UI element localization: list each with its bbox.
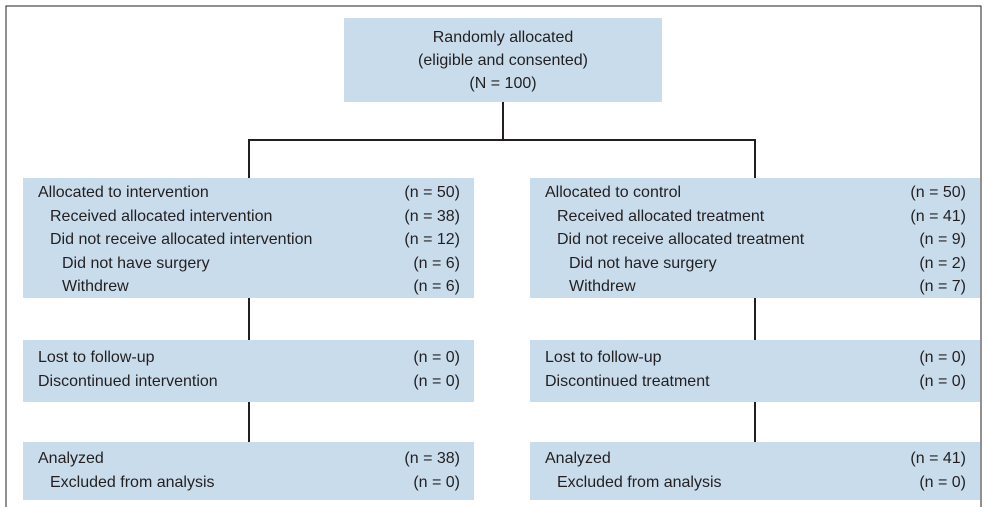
entry-label: Did not have surgery <box>62 254 210 272</box>
entry-count: (n = 50) <box>404 184 460 201</box>
entry-count: (n = 0) <box>413 372 460 390</box>
entry-label: Allocated to intervention <box>38 184 209 201</box>
entry-label: Lost to follow-up <box>38 349 155 366</box>
entry-row: Excluded from analysis (n = 0) <box>23 471 474 495</box>
entry-label: Received allocated treatment <box>557 207 765 225</box>
allocation-box: Randomly allocated (eligible and consente… <box>344 18 662 102</box>
entry-count: (n = 7) <box>919 278 966 295</box>
entry-row: Analyzed (n = 38) <box>23 447 474 471</box>
entry-label: Discontinued treatment <box>545 372 710 390</box>
entry-row: Allocated to intervention (n = 50) <box>23 181 474 205</box>
entry-row: Analyzed (n = 41) <box>530 447 980 471</box>
arm-box: Lost to follow-up (n = 0) Discontinued tre… <box>530 340 980 402</box>
entry-label: Allocated to control <box>545 184 682 201</box>
entry-row: Did not receive allocated treatment (n = … <box>530 228 980 252</box>
entry-label: Received allocated intervention <box>50 207 273 225</box>
entry-count: (n = 6) <box>413 254 460 272</box>
entry-count: (n = 41) <box>910 450 966 467</box>
arm-box: Allocated to intervention (n = 50) Receive… <box>23 178 474 298</box>
entry-row: Discontinued treatment (n = 0) <box>530 370 980 394</box>
entry-label: Withdrew <box>569 278 636 295</box>
entry-count: (n = 9) <box>919 231 966 248</box>
entry-label: Excluded from analysis <box>557 473 722 491</box>
arm-box: Lost to follow-up (n = 0) Discontinued int… <box>23 340 474 402</box>
entry-label: Analyzed <box>545 450 611 467</box>
entry-count: (n = 0) <box>919 349 966 366</box>
entry-row: Withdrew (n = 7) <box>530 275 980 299</box>
arm-box: Allocated to control (n = 50) Received all… <box>530 178 980 298</box>
allocation-line: (eligible and consented) <box>418 52 588 69</box>
entry-label: Did not receive allocated treatment <box>557 231 805 248</box>
entry-row: Withdrew (n = 6) <box>23 275 474 299</box>
entry-count: (n = 0) <box>919 473 966 491</box>
entry-label: Did not have surgery <box>569 254 717 272</box>
entry-count: (n = 0) <box>919 372 966 390</box>
entry-label: Did not receive allocated intervention <box>50 231 313 248</box>
entry-row: Discontinued intervention (n = 0) <box>23 370 474 394</box>
entry-count: (n = 2) <box>919 254 966 272</box>
entry-row: Lost to follow-up (n = 0) <box>530 346 980 370</box>
entry-label: Lost to follow-up <box>545 349 662 366</box>
flow-connector <box>248 298 756 442</box>
entry-row: Received allocated treatment (n = 41) <box>530 205 980 229</box>
allocation-line: (N = 100) <box>469 75 537 92</box>
entry-count: (n = 38) <box>404 207 460 225</box>
frame <box>5 5 982 507</box>
entry-label: Withdrew <box>62 278 129 295</box>
entry-count: (n = 38) <box>404 450 460 467</box>
entry-row: Excluded from analysis (n = 0) <box>530 471 980 495</box>
arm-box: Analyzed (n = 41) Excluded from analysis (n… <box>530 442 980 500</box>
allocation-line: Randomly allocated <box>432 29 574 46</box>
entry-count: (n = 12) <box>404 231 460 248</box>
entry-row: Did not have surgery (n = 6) <box>23 252 474 276</box>
entry-row: Did not receive allocated intervention (n… <box>23 228 474 252</box>
entry-label: Discontinued intervention <box>38 372 218 390</box>
entry-count: (n = 6) <box>413 278 460 295</box>
entry-row: Did not have surgery (n = 2) <box>530 252 980 276</box>
split-connector <box>248 102 756 178</box>
arm-box: Analyzed (n = 38) Excluded from analysis (n… <box>23 442 474 500</box>
entry-row: Lost to follow-up (n = 0) <box>23 346 474 370</box>
entry-count: (n = 0) <box>413 349 460 366</box>
entry-label: Analyzed <box>38 450 104 467</box>
entry-row: Received allocated intervention (n = 38) <box>23 205 474 229</box>
entry-count: (n = 0) <box>413 473 460 491</box>
entry-count: (n = 50) <box>910 184 966 201</box>
entry-row: Allocated to control (n = 50) <box>530 181 980 205</box>
entry-count: (n = 41) <box>910 207 966 225</box>
entry-label: Excluded from analysis <box>50 473 215 491</box>
